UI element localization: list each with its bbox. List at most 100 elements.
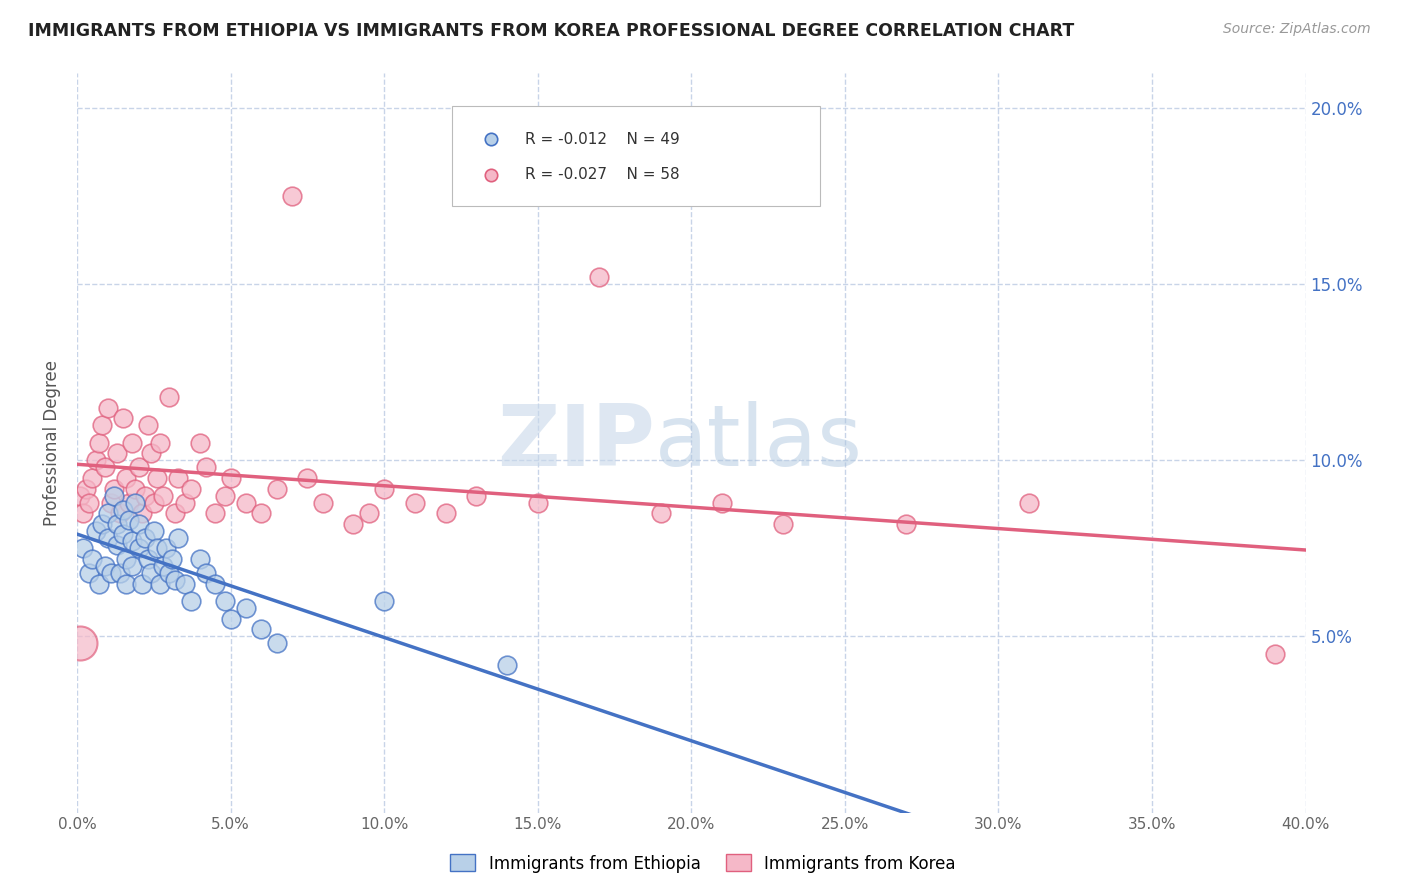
Point	[588, 270, 610, 285]
Point	[97, 401, 120, 415]
Point	[250, 623, 273, 637]
Point	[1264, 647, 1286, 661]
Point	[266, 636, 288, 650]
Point	[165, 506, 187, 520]
Point	[297, 471, 319, 485]
Point	[157, 566, 180, 580]
Point	[250, 506, 273, 520]
Point	[121, 435, 143, 450]
Point	[82, 471, 104, 485]
Text: IMMIGRANTS FROM ETHIOPIA VS IMMIGRANTS FROM KOREA PROFESSIONAL DEGREE CORRELATIO: IMMIGRANTS FROM ETHIOPIA VS IMMIGRANTS F…	[28, 22, 1074, 40]
Point	[155, 541, 177, 556]
Point	[204, 576, 226, 591]
Point	[146, 471, 169, 485]
Point	[131, 576, 153, 591]
Point	[373, 482, 395, 496]
Point	[100, 495, 122, 509]
Point	[157, 390, 180, 404]
Point	[118, 513, 141, 527]
Point	[82, 552, 104, 566]
Point	[281, 189, 304, 203]
Point	[121, 534, 143, 549]
Point	[87, 435, 110, 450]
Point	[1018, 495, 1040, 509]
Point	[650, 506, 672, 520]
Text: R = -0.012    N = 49: R = -0.012 N = 49	[526, 132, 681, 146]
Point	[772, 516, 794, 531]
Point	[118, 495, 141, 509]
Point	[152, 559, 174, 574]
Point	[128, 460, 150, 475]
Point	[195, 460, 218, 475]
Point	[162, 552, 184, 566]
Point	[136, 418, 159, 433]
Point	[404, 495, 426, 509]
Point	[69, 636, 91, 650]
Point	[87, 576, 110, 591]
Point	[357, 506, 380, 520]
Point	[342, 516, 364, 531]
Point	[465, 489, 488, 503]
Text: atlas: atlas	[654, 401, 862, 484]
Point	[108, 566, 131, 580]
Point	[112, 502, 135, 516]
Point	[103, 489, 125, 503]
Point	[128, 541, 150, 556]
Text: ZIP: ZIP	[496, 401, 654, 484]
Point	[115, 552, 138, 566]
Point	[97, 506, 120, 520]
Point	[219, 612, 242, 626]
Point	[134, 531, 156, 545]
Point	[136, 552, 159, 566]
Point	[373, 594, 395, 608]
Point	[214, 594, 236, 608]
Point	[72, 506, 94, 520]
Point	[79, 566, 101, 580]
Point	[526, 495, 548, 509]
Point	[131, 506, 153, 520]
Point	[173, 495, 195, 509]
Point	[312, 495, 335, 509]
Point	[167, 471, 190, 485]
Point	[97, 531, 120, 545]
Point	[112, 527, 135, 541]
Point	[105, 446, 128, 460]
Point	[139, 446, 162, 460]
Point	[142, 495, 165, 509]
Point	[180, 594, 202, 608]
Point	[93, 460, 115, 475]
Point	[100, 566, 122, 580]
Point	[115, 576, 138, 591]
Text: R = -0.027    N = 58: R = -0.027 N = 58	[526, 168, 681, 182]
Text: Source: ZipAtlas.com: Source: ZipAtlas.com	[1223, 22, 1371, 37]
Point	[165, 573, 187, 587]
Point	[108, 506, 131, 520]
Point	[214, 489, 236, 503]
Point	[204, 506, 226, 520]
Point	[149, 435, 172, 450]
Point	[90, 516, 112, 531]
Point	[90, 418, 112, 433]
Point	[434, 506, 457, 520]
FancyBboxPatch shape	[451, 106, 820, 206]
Point	[105, 516, 128, 531]
Point	[139, 566, 162, 580]
Point	[266, 482, 288, 496]
Point	[149, 576, 172, 591]
Point	[219, 471, 242, 485]
Point	[105, 538, 128, 552]
Point	[84, 524, 107, 538]
Point	[711, 495, 734, 509]
Point	[69, 489, 91, 503]
Point	[235, 601, 257, 615]
Point	[93, 559, 115, 574]
Point	[180, 482, 202, 496]
Point	[167, 531, 190, 545]
Legend: Immigrants from Ethiopia, Immigrants from Korea: Immigrants from Ethiopia, Immigrants fro…	[444, 847, 962, 880]
Point	[146, 541, 169, 556]
Point	[134, 489, 156, 503]
Point	[124, 495, 146, 509]
Point	[103, 482, 125, 496]
Point	[152, 489, 174, 503]
Y-axis label: Professional Degree: Professional Degree	[44, 359, 60, 525]
